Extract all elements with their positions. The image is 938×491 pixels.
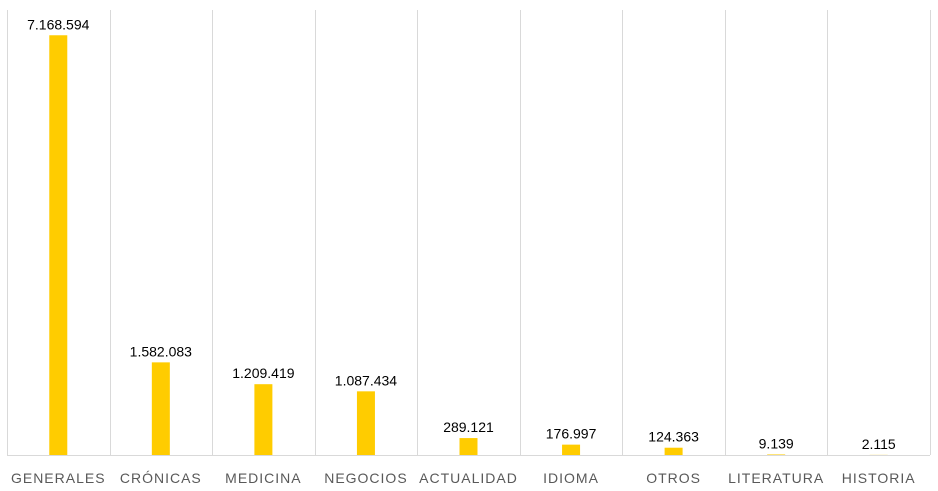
data-label: 1.209.419 bbox=[232, 365, 294, 381]
category-label: OTROS bbox=[646, 470, 701, 486]
category-label: LITERATURA bbox=[728, 470, 824, 486]
category-label: MEDICINA bbox=[225, 470, 301, 486]
category-label: CRÓNICAS bbox=[120, 470, 202, 486]
category-label: ACTUALIDAD bbox=[419, 470, 518, 486]
bar-negocios bbox=[356, 391, 375, 455]
data-label: 176.997 bbox=[546, 426, 597, 442]
data-labels-layer: 7.168.594 1.582.083 1.209.419 1.087.434 289.… bbox=[27, 16, 896, 452]
bar-generales bbox=[49, 35, 68, 455]
bar-idioma bbox=[562, 444, 581, 455]
bars-layer bbox=[49, 35, 888, 455]
category-label: GENERALES bbox=[11, 470, 106, 486]
category-label: IDIOMA bbox=[543, 470, 599, 486]
grid-layer bbox=[7, 10, 931, 456]
category-labels-layer: GENERALES CRÓNICAS MEDICINA NEGOCIOS ACTUALI… bbox=[11, 470, 916, 486]
data-label: 124.363 bbox=[648, 429, 699, 445]
data-label: 7.168.594 bbox=[27, 16, 89, 32]
data-label: 1.582.083 bbox=[130, 343, 192, 359]
data-label: 289.121 bbox=[443, 419, 494, 435]
bar-otros bbox=[664, 447, 683, 455]
category-label: HISTORIA bbox=[842, 470, 916, 486]
category-label: NEGOCIOS bbox=[324, 470, 407, 486]
bar-crónicas bbox=[151, 362, 170, 455]
data-label: 1.087.434 bbox=[335, 372, 397, 388]
bar-literatura bbox=[767, 454, 786, 455]
data-label: 9.139 bbox=[759, 435, 794, 451]
bar-medicina bbox=[254, 384, 273, 455]
data-label: 2.115 bbox=[862, 436, 896, 452]
bar-actualidad bbox=[459, 438, 478, 455]
